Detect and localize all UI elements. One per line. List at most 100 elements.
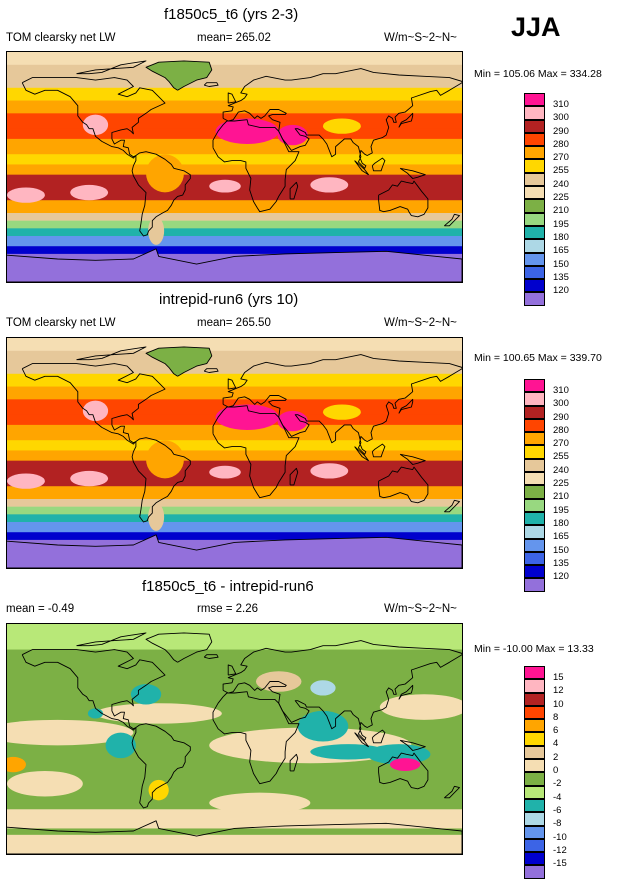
legend-swatch [524, 445, 545, 459]
legend-tick-label: 2 [553, 751, 559, 763]
legend-tick-label: 255 [553, 165, 569, 177]
map-2-svg [7, 338, 462, 568]
coastline [398, 112, 414, 128]
field-anomaly [215, 118, 279, 144]
coastline [131, 151, 191, 237]
legend-tick-label: 240 [553, 178, 569, 190]
legend-tick-label: 280 [553, 424, 569, 436]
legend-swatch [524, 132, 545, 147]
legend-swatch [524, 212, 545, 226]
coastline [378, 752, 429, 790]
legend-tick-label: 150 [553, 544, 569, 556]
legend-tick-label: 210 [553, 491, 569, 503]
panel-2-title: intrepid-run6 (yrs 10) [159, 291, 299, 308]
field-anomaly [310, 744, 387, 760]
legend-swatch [524, 458, 545, 473]
legend-tick-label: 240 [553, 464, 569, 476]
field-band [7, 350, 462, 375]
panel-1-title: f1850c5_t6 (yrs 2-3) [164, 6, 299, 23]
field-anomaly [215, 404, 279, 430]
greenland-fill [146, 346, 212, 377]
legend-tick-label: -4 [553, 791, 562, 803]
field-band [7, 386, 462, 400]
legend-swatch [524, 732, 545, 746]
coastline [289, 181, 299, 200]
coastline [289, 467, 299, 486]
field-anomaly [379, 694, 462, 720]
field-anomaly [209, 179, 241, 193]
coastline [354, 446, 369, 462]
field-anomaly [7, 473, 45, 489]
legend-tick-label: 280 [553, 138, 569, 150]
coastline [212, 405, 300, 499]
field-anomaly [148, 779, 169, 801]
legend-tick-label: 290 [553, 411, 569, 423]
legend-swatch [524, 432, 545, 446]
legend-swatch [524, 93, 545, 107]
coastline [76, 632, 147, 647]
field-anomaly [7, 770, 83, 797]
legend-tick-label: 310 [553, 99, 569, 110]
coastline [7, 248, 462, 282]
legend-tick-label: 150 [553, 258, 569, 270]
legend-swatch [524, 745, 545, 760]
coastline [289, 753, 299, 772]
coastline [444, 213, 460, 227]
legend-swatch [524, 551, 545, 566]
legend-swatch [524, 865, 545, 879]
legend-swatch [524, 812, 545, 826]
legend-tick-label: 195 [553, 504, 569, 516]
field-band [7, 87, 462, 102]
greenland-fill [146, 60, 212, 91]
field-band [7, 138, 462, 155]
field-band [7, 100, 462, 114]
legend-swatch [524, 525, 545, 539]
legend-tick-label: 10 [553, 698, 564, 710]
legend-tick-label: 165 [553, 245, 569, 257]
panel-3-minmax: Min = -10.00 Max = 13.33 [474, 643, 594, 655]
field-anomaly [70, 184, 109, 201]
coastline [227, 92, 237, 104]
field-band [7, 834, 462, 854]
field-anomaly [148, 502, 165, 531]
antarctica-fill [7, 248, 462, 282]
field-band [7, 220, 462, 229]
coastline [145, 60, 213, 91]
coastline [76, 60, 147, 75]
legend-swatch [524, 719, 545, 733]
coastline [76, 346, 147, 361]
field-anomaly [310, 680, 336, 696]
coastline [399, 167, 426, 179]
legend-swatch [524, 472, 545, 486]
panel-3-title: f1850c5_t6 - intrepid-run6 [142, 578, 314, 595]
legend-swatch [524, 772, 545, 786]
field-band [7, 213, 462, 222]
legend-tick-label: 210 [553, 205, 569, 217]
legend-tick-label: 120 [553, 285, 569, 297]
legend-tick-label: 180 [553, 517, 569, 529]
coastline [371, 443, 386, 458]
field-anomaly [310, 463, 349, 479]
field-band [7, 200, 462, 214]
coastline [7, 534, 462, 568]
legend-tick-label: 270 [553, 152, 569, 164]
season-label: JJA [511, 12, 561, 42]
field-band [7, 373, 462, 388]
field-band [7, 236, 462, 247]
map-panel-1 [6, 51, 463, 283]
coastline [444, 499, 460, 513]
field-anomaly [146, 440, 184, 479]
field-anomaly [146, 154, 184, 193]
field-anomaly [82, 400, 109, 422]
legend-tick-label: 165 [553, 531, 569, 543]
field-anomaly [82, 114, 109, 136]
coastline [399, 739, 426, 751]
legend-swatch [524, 498, 545, 512]
field-band [7, 338, 462, 352]
field-anomaly [322, 118, 361, 134]
legend-swatch [524, 485, 545, 499]
coastline [444, 785, 460, 799]
legend-tick-label: -6 [553, 804, 562, 816]
legend-tick-label: 120 [553, 571, 569, 583]
panel-1-mean: mean= 265.02 [197, 32, 271, 44]
